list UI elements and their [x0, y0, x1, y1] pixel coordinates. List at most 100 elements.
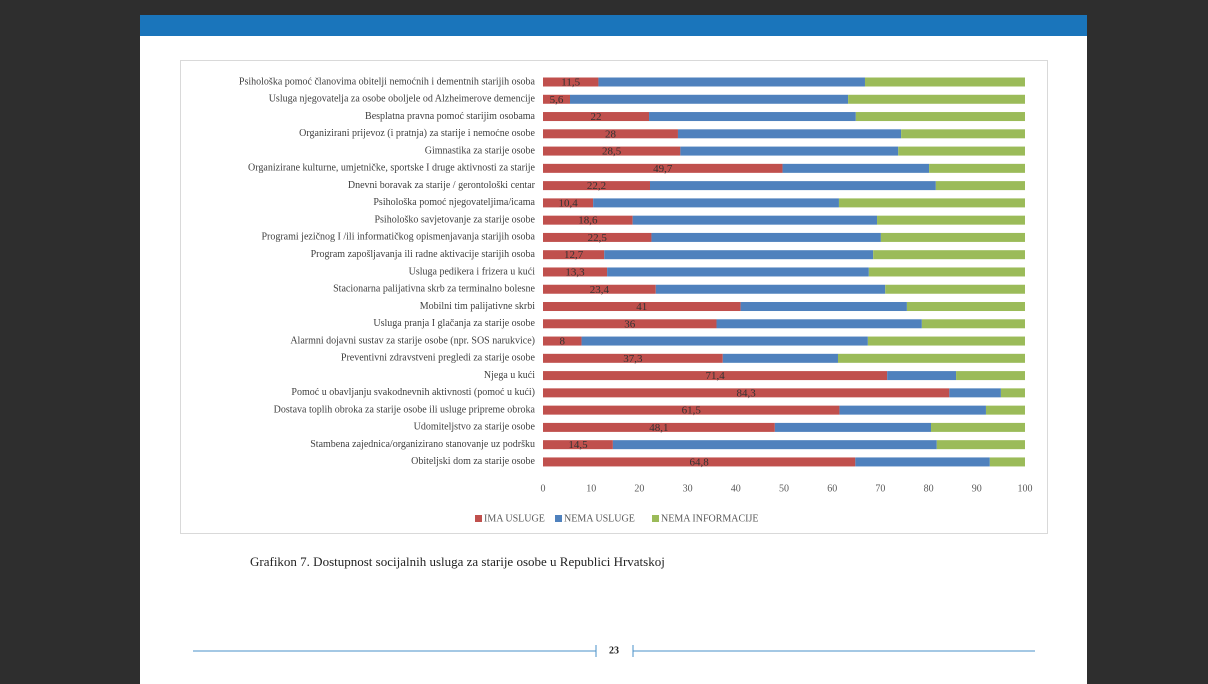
bar-segment — [593, 198, 839, 208]
bar-segment — [877, 215, 1025, 225]
category-label: Usluga pedikera i frizera u kući — [409, 266, 536, 277]
bar-segment — [650, 181, 936, 191]
x-tick-label: 70 — [875, 483, 885, 494]
legend-label: NEMA INFORMACIJE — [661, 513, 759, 524]
bar-segment — [543, 371, 888, 381]
bar-segment — [885, 284, 1025, 294]
category-label: Pomoć u obavljanju svakodnevnih aktivnos… — [291, 387, 535, 398]
header-band — [140, 15, 1087, 36]
bar-segment — [839, 405, 986, 415]
bar-segment — [887, 371, 957, 381]
bar-segment — [880, 232, 1025, 242]
legend-swatch — [555, 515, 562, 522]
bar-segment — [774, 422, 932, 432]
x-tick-label: 80 — [924, 483, 934, 494]
bar-segment — [543, 198, 594, 208]
bar-segment — [901, 129, 1025, 139]
category-label: Psihološka pomoć njegovateljima/icama — [373, 197, 535, 208]
category-label: Dostava toplih obroka za starije osobe i… — [274, 404, 536, 415]
bar-segment — [543, 163, 783, 173]
value-label: 71,4 — [705, 370, 725, 382]
bar-segment — [873, 250, 1025, 260]
bar-segment — [677, 129, 902, 139]
value-label: 22,2 — [587, 180, 606, 192]
bar-segment — [921, 319, 1025, 329]
bar-segment — [569, 94, 849, 104]
value-label: 41 — [636, 301, 647, 313]
bar-segment — [838, 198, 1025, 208]
bar-segment — [543, 94, 570, 104]
bar-segment — [604, 250, 874, 260]
value-label: 14,5 — [568, 439, 588, 451]
category-label: Alarmni dojavni sustav za starije osobe … — [290, 335, 535, 346]
legend-swatch — [652, 515, 659, 522]
category-label: Mobilni tim palijativne skrbi — [420, 301, 535, 312]
bar-segment — [649, 112, 856, 122]
category-label: Obiteljski dom za starije osobe — [411, 456, 535, 467]
bar-segment — [651, 232, 881, 242]
category-label: Preventivni zdravstveni pregledi za star… — [341, 353, 536, 364]
category-label: Programi jezičnog I /ili informatičkog o… — [261, 232, 535, 243]
bar-segment — [543, 422, 775, 432]
bar-segment — [543, 77, 599, 87]
category-label: Gimnastika za starije osobe — [425, 145, 536, 156]
bar-segment — [680, 146, 899, 156]
category-label: Dnevni boravak za starije / gerontološki… — [348, 180, 536, 191]
bar-segment — [868, 267, 1025, 277]
legend-label: NEMA USLUGE — [564, 513, 635, 524]
value-label: 61,5 — [682, 405, 702, 417]
category-label: Program zapošljavanja ili radne aktivaci… — [311, 249, 536, 260]
bar-segment — [867, 336, 1025, 346]
bar-segment — [543, 440, 613, 450]
category-label: Stambena zajednica/organizirano stanovan… — [310, 439, 535, 450]
bar-segment — [543, 457, 856, 467]
x-tick-label: 100 — [1018, 483, 1033, 494]
bar-segment — [936, 440, 1025, 450]
bar-segment — [607, 267, 869, 277]
bar-segment — [543, 215, 633, 225]
x-tick-label: 60 — [827, 483, 837, 494]
bar-segment — [543, 129, 678, 139]
value-label: 22,5 — [588, 232, 608, 244]
category-label: Psihološka pomoć članovima obitelji nemo… — [239, 76, 536, 87]
category-label: Stacionarna palijativna skrb za terminal… — [333, 284, 535, 295]
category-label: Organizirane kulturne, umjetničke, sport… — [248, 163, 536, 174]
legend-label: IMA USLUGE — [484, 513, 545, 524]
x-tick-label: 0 — [541, 483, 546, 494]
legend-swatch — [475, 515, 482, 522]
category-label: Udomiteljstvo za starije osobe — [414, 422, 536, 433]
bar-segment — [543, 405, 840, 415]
x-tick-label: 50 — [779, 483, 789, 494]
bar-segment — [543, 146, 681, 156]
bar-segment — [782, 163, 930, 173]
bar-segment — [740, 302, 907, 312]
bar-segment — [935, 181, 1025, 191]
bar-segment — [956, 371, 1025, 381]
bar-segment — [655, 284, 886, 294]
bar-segment — [837, 353, 1025, 363]
value-label: 84,3 — [737, 387, 757, 399]
value-label: 18,6 — [578, 215, 598, 227]
value-label: 28 — [605, 128, 617, 140]
x-tick-label: 90 — [972, 483, 982, 494]
category-label: Psihološko savjetovanje za starije osobe — [374, 214, 535, 225]
bar-segment — [543, 336, 582, 346]
bar-segment — [931, 422, 1025, 432]
bar-segment — [543, 250, 605, 260]
value-label: 12,7 — [564, 249, 584, 261]
category-label: Besplatna pravna pomoć starijim osobama — [365, 111, 536, 122]
value-label: 37,3 — [623, 353, 643, 365]
category-label: Njega u kući — [484, 370, 535, 381]
bar-segment — [722, 353, 838, 363]
x-tick-label: 20 — [634, 483, 644, 494]
value-label: 22 — [591, 111, 602, 123]
value-label: 64,8 — [690, 456, 710, 468]
value-label: 5,6 — [550, 94, 564, 106]
x-tick-label: 30 — [683, 483, 693, 494]
x-tick-label: 10 — [586, 483, 596, 494]
bar-segment — [543, 232, 652, 242]
bar-segment — [985, 405, 1025, 415]
bar-segment — [989, 457, 1025, 467]
bar-segment — [632, 215, 878, 225]
